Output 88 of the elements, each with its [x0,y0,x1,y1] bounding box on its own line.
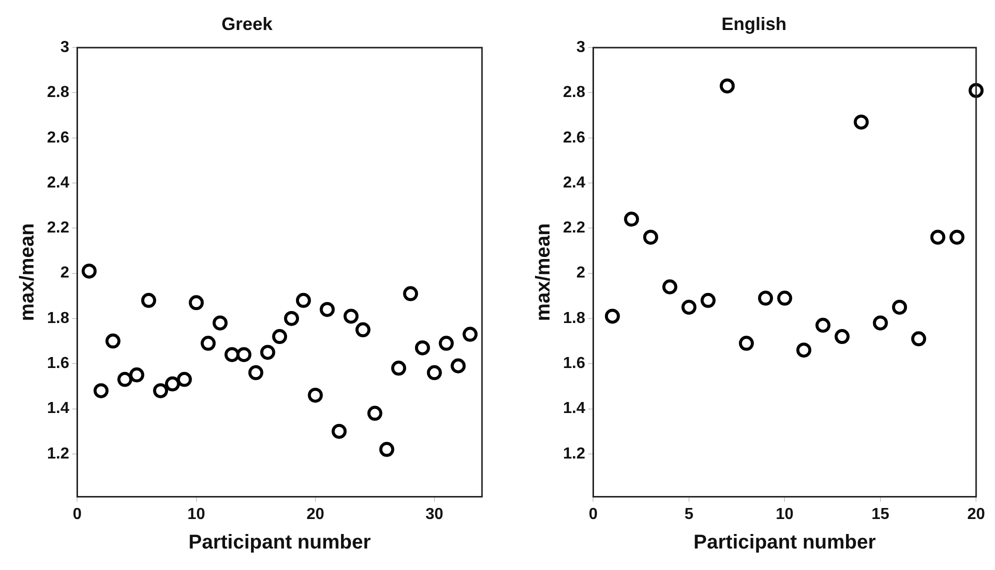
y-tick-label: 2.4 [46,174,70,192]
y-tick-label: 1.2 [46,445,70,462]
point [260,344,276,360]
point [129,367,144,382]
point [892,300,908,315]
point [284,310,300,326]
y-tick-label: 1.4 [562,400,586,418]
point [681,300,696,315]
point [320,302,335,317]
point [153,383,168,398]
point [308,388,323,403]
y-tick-label: 2.2 [562,220,586,237]
y-tick-label: 1.6 [562,355,586,372]
y-tick-label: 1.8 [562,310,586,327]
x-axis-title: Participant number [694,532,876,554]
y-tick-label: 2.2 [46,220,70,237]
y-tick-label: 3 [60,39,70,56]
point [643,230,658,245]
y-tick-label: 2.8 [562,84,586,102]
point [332,424,347,439]
y-tick-label: 1.2 [562,445,586,462]
point [700,292,716,308]
point [248,365,264,380]
point [296,292,311,308]
x-tick-label: 30 [425,506,444,523]
point [662,279,678,294]
y-tick-label: 1.8 [46,310,70,327]
y-tick-label: 2 [576,264,586,282]
x-tick-label: 0 [588,506,598,523]
y-tick-label: 2.8 [46,84,70,102]
point [438,336,454,351]
point [854,114,869,130]
point [176,372,192,387]
chart-title: English [721,14,787,34]
y-tick-label: 2.6 [46,129,70,146]
point [164,376,180,392]
y-tick-label: 2.4 [562,174,586,192]
point [758,290,774,306]
x-axis-title: Participant number [188,532,371,554]
x-tick-label: 20 [306,506,324,523]
y-axis-title: max/mean [16,223,39,322]
y-tick-label: 3 [576,39,586,56]
point [738,336,754,351]
point [624,212,640,227]
point [777,290,792,306]
point [224,347,240,362]
point [236,347,252,362]
point [930,230,946,245]
point [344,308,359,324]
x-tick-label: 10 [776,506,794,523]
point [200,336,216,351]
point [796,342,812,358]
point [391,360,406,376]
point [720,78,735,94]
y-tick-label: 1.4 [46,400,70,418]
point [949,230,964,245]
y-tick-label: 2.6 [562,129,586,146]
point [462,326,478,342]
point [105,334,120,349]
point [141,292,156,308]
y-tick-label: 2 [60,264,70,282]
point [426,365,442,380]
point [355,322,370,338]
point [911,331,926,346]
y-tick-label: 1.6 [46,355,70,372]
chart-title: Greek [221,14,274,34]
point [968,82,984,98]
point [94,383,109,398]
x-tick-label: 0 [72,506,82,523]
x-tick-label: 5 [684,506,694,523]
point [815,318,830,333]
point [82,264,97,279]
point [272,329,288,344]
point [834,329,850,344]
point [379,442,394,457]
point [212,315,228,330]
point [367,406,382,421]
x-tick-label: 20 [967,506,986,523]
point [872,315,888,330]
point [604,308,620,324]
point [117,372,132,387]
point [414,340,430,356]
point [403,286,418,302]
point [188,295,204,310]
point [450,358,466,374]
y-axis-title: max/mean [532,223,555,322]
x-tick-label: 10 [187,506,206,523]
x-tick-label: 15 [871,506,890,523]
